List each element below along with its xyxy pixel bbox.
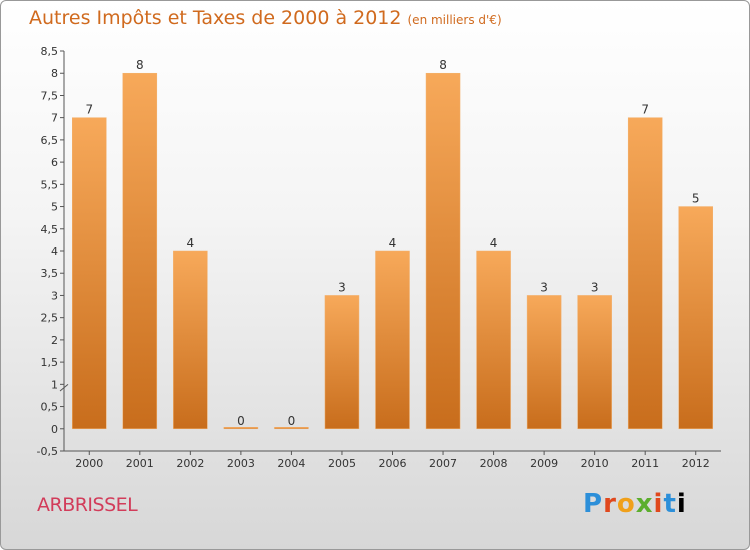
data-label-2009: 3 bbox=[540, 280, 548, 294]
data-label-2004: 0 bbox=[288, 414, 296, 428]
town-name: ARBRISSEL bbox=[37, 494, 138, 516]
y-tick-label: 0,5 bbox=[41, 401, 59, 414]
x-tick-label-2006: 2006 bbox=[379, 457, 407, 470]
y-tick-label: 6 bbox=[51, 156, 58, 169]
y-tick-label: 5 bbox=[51, 201, 58, 214]
y-tick-label: 4,5 bbox=[41, 223, 59, 236]
x-tick-label-2002: 2002 bbox=[176, 457, 204, 470]
data-label-2003: 0 bbox=[237, 414, 245, 428]
x-tick-label-2005: 2005 bbox=[328, 457, 356, 470]
y-tick-label: 1 bbox=[51, 378, 58, 391]
bar-2007 bbox=[425, 72, 461, 430]
y-tick-label: 8 bbox=[51, 67, 58, 80]
bar-2003 bbox=[223, 427, 259, 430]
y-tick-label: 4 bbox=[51, 245, 58, 258]
bar-2008 bbox=[476, 250, 511, 430]
bar-2004 bbox=[274, 427, 309, 430]
y-tick-label: 1,5 bbox=[41, 356, 59, 369]
x-tick-label-2004: 2004 bbox=[277, 457, 305, 470]
bar-2011 bbox=[627, 117, 663, 430]
x-tick-label-2009: 2009 bbox=[530, 457, 558, 470]
y-tick-label: 7 bbox=[51, 112, 58, 125]
bar-2010 bbox=[577, 295, 612, 430]
y-tick-label: 2,5 bbox=[41, 312, 59, 325]
x-tick-label-2007: 2007 bbox=[429, 457, 457, 470]
y-tick-label: 3 bbox=[51, 289, 58, 302]
bar-2000 bbox=[72, 117, 107, 430]
data-label-2011: 7 bbox=[641, 103, 649, 117]
bar-2009 bbox=[526, 295, 562, 430]
data-label-2001: 8 bbox=[136, 58, 144, 72]
data-label-2005: 3 bbox=[338, 280, 346, 294]
data-label-2010: 3 bbox=[591, 280, 599, 294]
data-label-2012: 5 bbox=[692, 192, 700, 206]
x-tick-label-2000: 2000 bbox=[75, 457, 103, 470]
data-label-2007: 8 bbox=[439, 58, 447, 72]
chart-title-text: Autres Impôts et Taxes de 2000 à 2012 bbox=[29, 7, 402, 29]
y-tick-label: 8,5 bbox=[41, 45, 59, 58]
bar-2005 bbox=[324, 295, 360, 430]
data-label-2000: 7 bbox=[85, 103, 93, 117]
data-label-2008: 4 bbox=[490, 236, 498, 250]
chart-subtitle: (en milliers d'€) bbox=[407, 13, 502, 27]
x-tick-label-2011: 2011 bbox=[631, 457, 659, 470]
x-tick-label-2010: 2010 bbox=[581, 457, 609, 470]
proxiti-logo: Proxiti bbox=[583, 489, 687, 519]
x-tick-label-2008: 2008 bbox=[480, 457, 508, 470]
axis-break-mark bbox=[59, 383, 69, 392]
y-tick-label: 2 bbox=[51, 334, 58, 347]
bar-2006 bbox=[375, 250, 410, 430]
y-tick-label: 3,5 bbox=[41, 267, 59, 280]
chart-title: Autres Impôts et Taxes de 2000 à 2012 (en… bbox=[29, 7, 502, 29]
x-tick-label-2001: 2001 bbox=[126, 457, 154, 470]
data-label-2006: 4 bbox=[389, 236, 397, 250]
y-tick-label: 5,5 bbox=[41, 178, 59, 191]
bar-2001 bbox=[122, 72, 158, 430]
y-tick-label: 6,5 bbox=[41, 134, 59, 147]
bar-2012 bbox=[678, 206, 713, 430]
y-tick-label: -0,5 bbox=[37, 445, 58, 458]
bar-2002 bbox=[173, 250, 208, 430]
x-tick-label-2012: 2012 bbox=[682, 457, 710, 470]
y-tick-label: 0 bbox=[51, 423, 58, 436]
y-tick-label: 7,5 bbox=[41, 89, 59, 102]
x-tick-label-2003: 2003 bbox=[227, 457, 255, 470]
data-label-2002: 4 bbox=[187, 236, 195, 250]
